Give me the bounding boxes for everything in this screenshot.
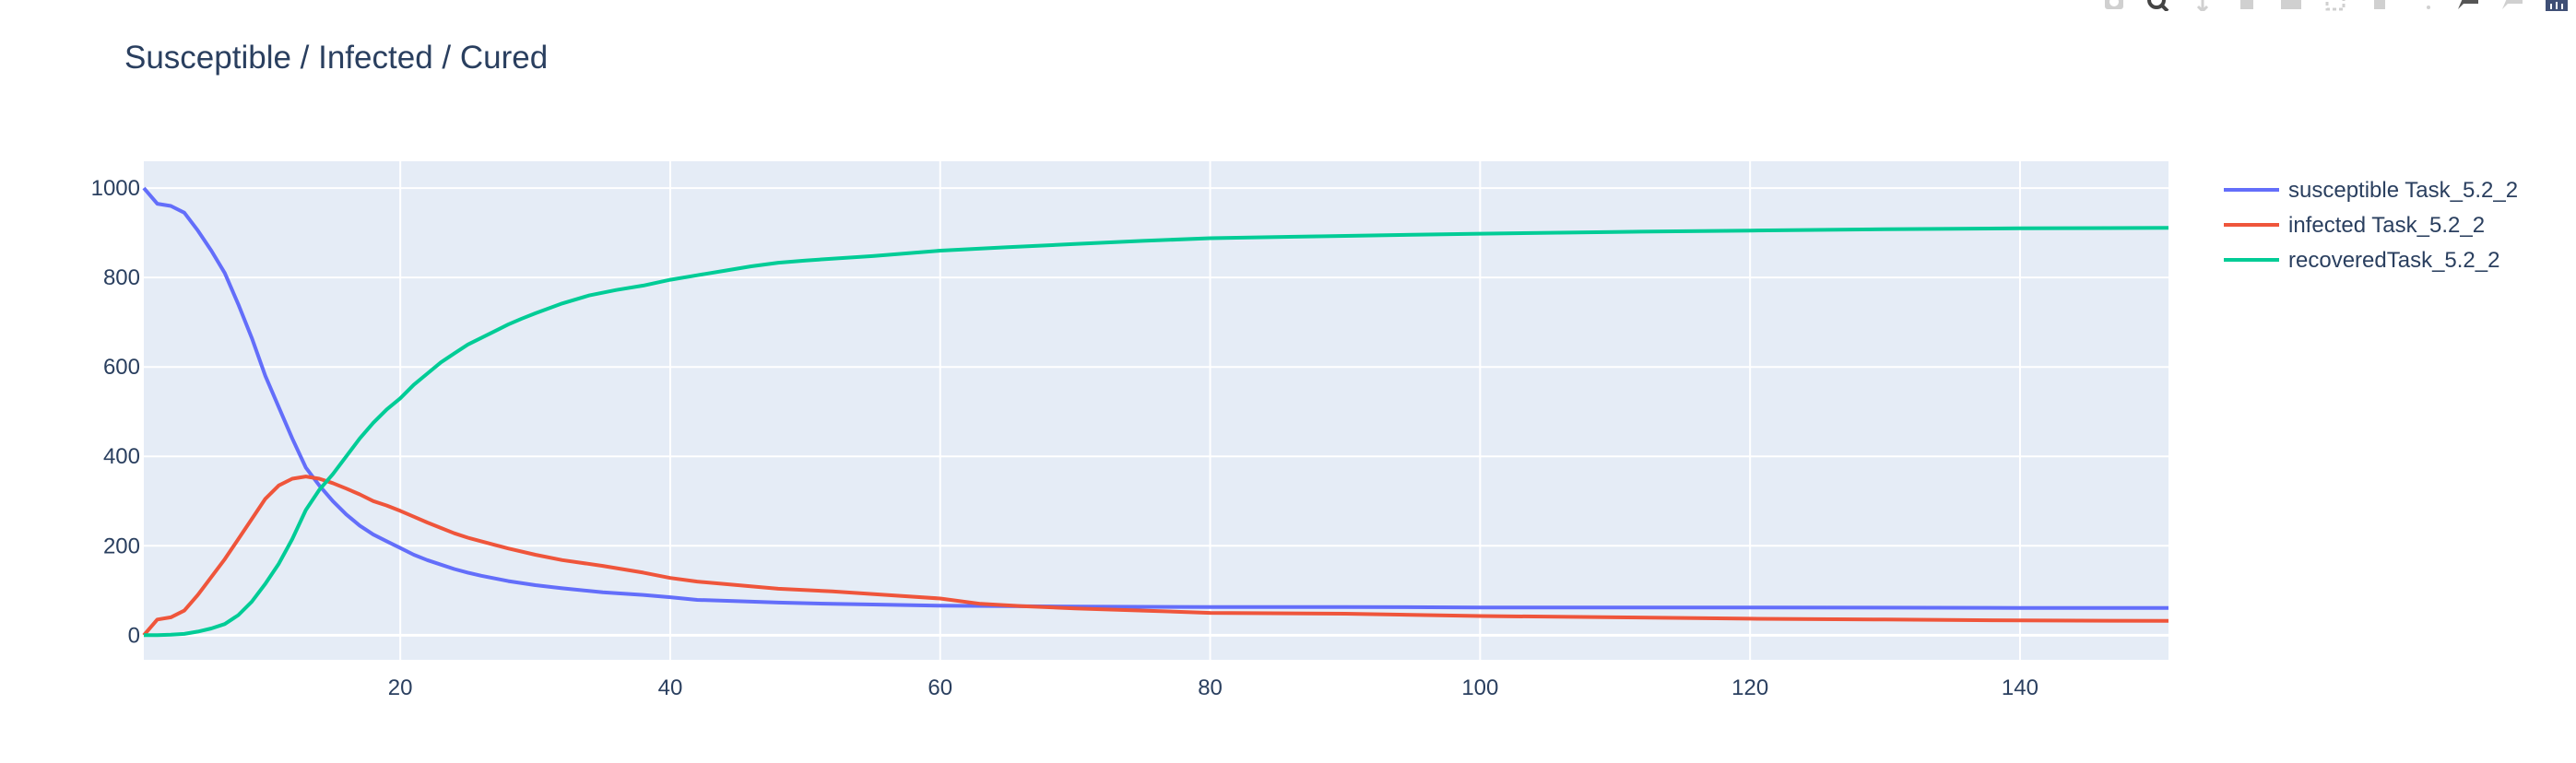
series-line-0[interactable] [142, 186, 2168, 610]
x-tick-label: 80 [1198, 675, 1223, 700]
x-tick-label: 120 [1731, 675, 1768, 700]
x-tick-label: 40 [658, 675, 683, 700]
legend-label: susceptible Task_5.2_2 [2288, 178, 2518, 203]
series-line-1[interactable] [142, 475, 2169, 637]
y-tick-label: 600 [103, 355, 140, 380]
gridlines [144, 161, 2168, 660]
legend-item[interactable]: recoveredTask_5.2_2 [2224, 248, 2499, 273]
spike-lines-icon[interactable] [2412, 0, 2436, 11]
modebar [2102, 0, 2569, 13]
y-axis: 0 200 400 600 800 1000 [91, 176, 140, 648]
camera-icon[interactable] [2102, 0, 2126, 11]
legend-item[interactable]: infected Task_5.2_2 [2224, 213, 2485, 238]
autoscale-icon[interactable] [2323, 0, 2347, 11]
hover-compare-icon[interactable] [2500, 0, 2524, 11]
plotly-logo-icon[interactable] [2545, 0, 2569, 11]
y-tick-label: 400 [103, 444, 140, 469]
x-tick-label: 100 [1461, 675, 1498, 700]
zoom-out-icon[interactable] [2279, 0, 2303, 11]
legend-item[interactable]: susceptible Task_5.2_2 [2224, 178, 2518, 203]
hover-closest-icon[interactable] [2456, 0, 2480, 11]
series-line-2[interactable] [144, 226, 2169, 638]
legend[interactable]: susceptible Task_5.2_2 infected Task_5.2_… [2224, 178, 2518, 273]
y-tick-label: 1000 [91, 176, 140, 201]
zoom-icon[interactable] [2146, 0, 2170, 11]
y-tick-label: 0 [128, 623, 140, 648]
legend-label: recoveredTask_5.2_2 [2288, 248, 2499, 273]
legend-label: infected Task_5.2_2 [2288, 213, 2485, 238]
home-icon[interactable] [2368, 0, 2392, 11]
x-tick-label: 140 [2002, 675, 2038, 700]
x-axis: 20 40 60 80 100 120 140 [388, 675, 2038, 700]
pan-icon[interactable] [2191, 0, 2215, 11]
chart-title: Susceptible / Infected / Cured [124, 40, 548, 76]
y-tick-label: 200 [103, 534, 140, 558]
series-lines [142, 186, 2169, 638]
x-tick-label: 20 [388, 675, 413, 700]
zoom-in-icon[interactable] [2235, 0, 2259, 11]
x-tick-label: 60 [928, 675, 952, 700]
plot-area[interactable] [144, 161, 2168, 660]
y-tick-label: 800 [103, 265, 140, 290]
